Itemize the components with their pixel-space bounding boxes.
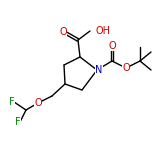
Text: O: O (34, 98, 42, 108)
Text: O: O (122, 63, 130, 73)
Text: F: F (15, 117, 21, 127)
Text: O: O (59, 27, 67, 37)
Text: OH: OH (95, 26, 110, 36)
Text: N: N (95, 65, 103, 75)
Text: O: O (108, 41, 116, 51)
Text: F: F (9, 97, 15, 107)
